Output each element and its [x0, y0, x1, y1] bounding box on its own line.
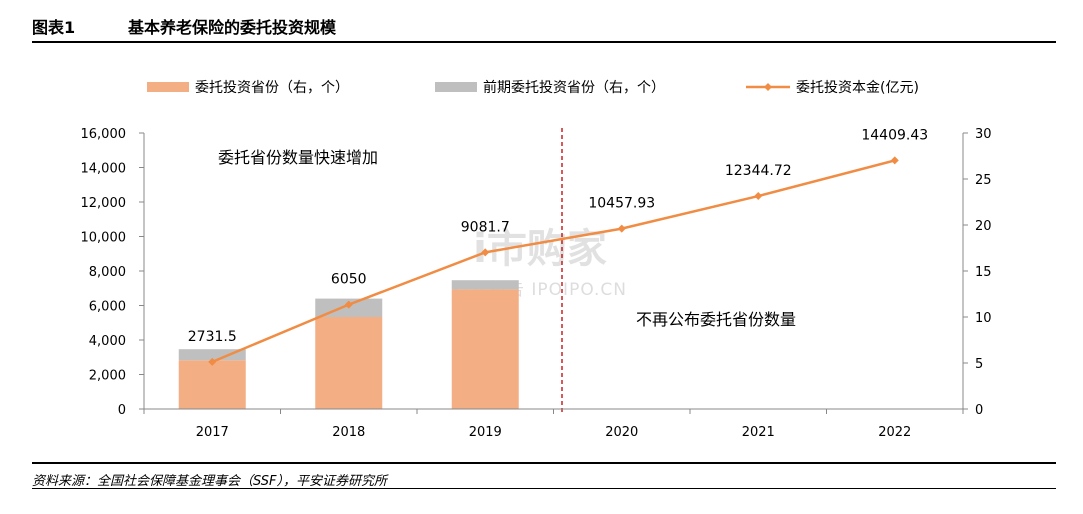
bottom-rule [32, 488, 1056, 489]
legend-label-current: 委托投资省份（右，个） [195, 80, 349, 96]
y-left-tick-label: 6,000 [89, 300, 126, 315]
figure-title-text: 基本养老保险的委托投资规模 [128, 18, 337, 37]
source-top-rule [32, 462, 1056, 464]
principal-label-2017: 2731.5 [188, 329, 237, 345]
y-left-tick-label: 10,000 [81, 231, 127, 246]
legend-swatch-current [147, 82, 189, 92]
annotation-growth: 委托省份数量快速增加 [218, 148, 378, 167]
legend-label-previous: 前期委托投资省份（右，个） [483, 79, 665, 96]
y-right-tick-label: 30 [975, 127, 992, 142]
bar-previous-2019 [451, 280, 519, 290]
annotation-no-data: 不再公布委托省份数量 [636, 310, 796, 329]
principal-label-2022: 14409.43 [861, 127, 928, 143]
y-right-tick-label: 0 [975, 403, 983, 418]
figure-number: 图表1 [32, 18, 76, 37]
y-left-tick-label: 14,000 [81, 162, 127, 177]
y-left-tick-label: 12,000 [81, 196, 127, 211]
y-right-tick-label: 25 [975, 173, 992, 188]
legend-swatch-principal-marker [764, 83, 772, 91]
y-left-tick-label: 0 [118, 403, 126, 418]
principal-line [211, 159, 896, 364]
figure-title: 图表1 基本养老保险的委托投资规模 [32, 14, 336, 38]
y-left-tick-label: 16,000 [81, 127, 127, 142]
principal-label-2018: 6050 [331, 272, 367, 288]
principal-point-2020 [617, 224, 626, 233]
principal-point-2022 [890, 156, 899, 165]
x-tick-label: 2017 [196, 425, 229, 440]
bar-current-2018 [315, 317, 383, 409]
y-right-tick-label: 15 [975, 265, 992, 280]
x-tick-label: 2019 [469, 425, 502, 440]
principal-label-2019: 9081.7 [461, 219, 510, 235]
x-tick-label: 2022 [878, 425, 911, 440]
x-tick-label: 2021 [742, 425, 775, 440]
legend: 委托投资省份（右，个） 前期委托投资省份（右，个） 委托投资本金(亿元) [147, 79, 919, 96]
y-left-tick-label: 4,000 [89, 334, 126, 349]
legend-label-principal: 委托投资本金(亿元) [796, 80, 919, 96]
y-right-tick-label: 5 [975, 357, 983, 372]
watermark-logo: i市购家 [473, 226, 607, 272]
x-tick-label: 2020 [605, 425, 638, 440]
bar-current-2017 [178, 360, 246, 409]
principal-label-2020: 10457.93 [588, 196, 655, 212]
source-note: 资料来源：全国社会保障基金理事会（SSF），平安证券研究所 [32, 474, 388, 489]
principal-point-2019 [481, 248, 490, 257]
axes: 0 2,000 4,000 6,000 8,000 10,000 12,000 14,000 1… [81, 127, 992, 440]
x-tick-label: 2018 [332, 425, 365, 440]
principal-label-2021: 12344.72 [725, 163, 792, 179]
y-left-tick-label: 8,000 [89, 265, 126, 280]
principal-point-2021 [754, 192, 763, 201]
y-left-tick-label: 2,000 [89, 369, 126, 384]
principal-point-2017 [208, 357, 217, 366]
bar-current-2019 [451, 289, 519, 409]
y-right-tick-label: 20 [975, 219, 992, 234]
principal-point-2018 [344, 300, 353, 309]
top-rule [32, 41, 1056, 43]
bar-previous-2017 [178, 349, 246, 361]
legend-swatch-previous [435, 82, 477, 92]
y-right-tick-label: 10 [975, 311, 992, 326]
